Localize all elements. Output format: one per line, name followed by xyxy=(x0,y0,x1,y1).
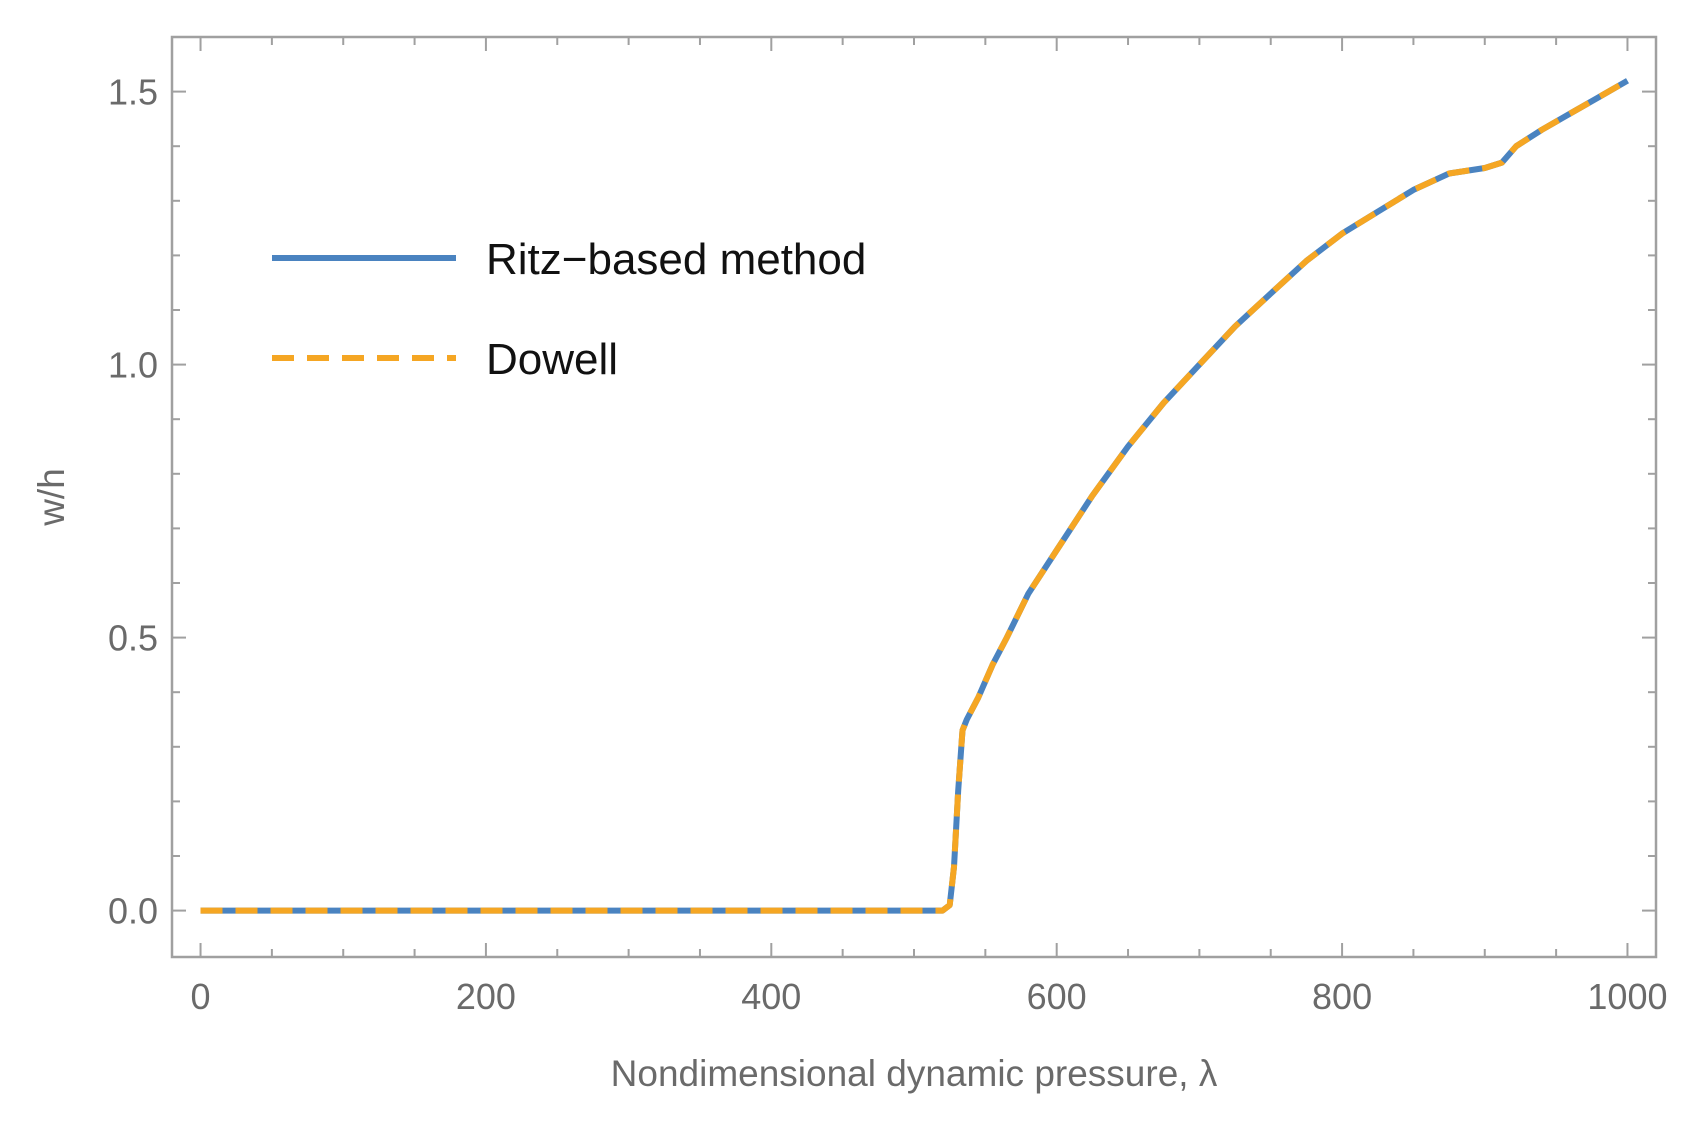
x-tick-label: 1000 xyxy=(1587,976,1667,1017)
legend: Ritz−based method Dowell xyxy=(272,235,866,384)
y-tick-labels: 0.0 0.5 1.0 1.5 xyxy=(108,72,158,932)
y-tick-label: 0.5 xyxy=(108,618,158,659)
x-axis-title: Nondimensional dynamic pressure, λ xyxy=(611,1053,1218,1094)
x-tick-label: 400 xyxy=(741,976,801,1017)
y-tick-label: 1.0 xyxy=(108,345,158,386)
legend-label-ritz: Ritz−based method xyxy=(486,235,866,284)
x-tick-labels: 0 200 400 600 800 1000 xyxy=(191,976,1668,1017)
x-tick-label: 0 xyxy=(191,976,211,1017)
x-tick-label: 200 xyxy=(456,976,516,1017)
series-line-ritz xyxy=(200,78,1629,914)
y-tick-label: 1.5 xyxy=(108,72,158,113)
legend-label-dowell: Dowell xyxy=(486,335,618,384)
y-axis-title: w/h xyxy=(31,468,72,527)
y-tick-label: 0.0 xyxy=(108,891,158,932)
x-tick-label: 600 xyxy=(1027,976,1087,1017)
series-layer xyxy=(200,78,1629,914)
plot-frame xyxy=(170,35,1658,959)
series-line-dowell xyxy=(200,78,1629,914)
tick-marks xyxy=(172,36,1656,957)
x-tick-label: 800 xyxy=(1312,976,1372,1017)
